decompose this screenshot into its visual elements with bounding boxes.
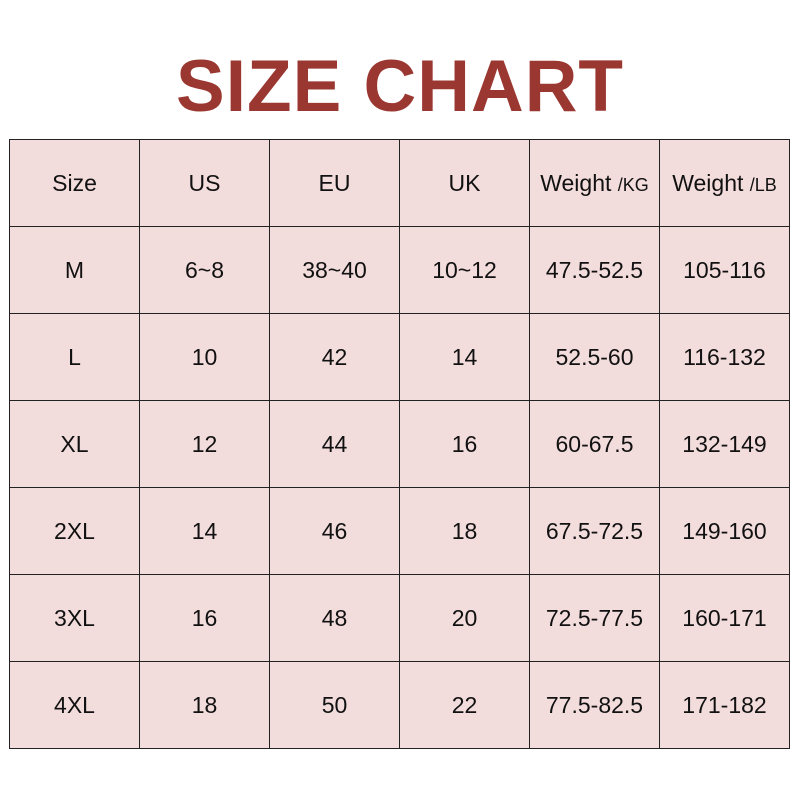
header-label: UK	[448, 169, 481, 196]
table-cell: 10	[139, 313, 270, 401]
table-cell: 60-67.5	[529, 400, 660, 488]
table-cell: 171-182	[659, 661, 790, 749]
page-title: SIZE CHART	[176, 46, 624, 127]
table-row: M 6~8 38~40 10~12 47.5-52.5 105-116	[9, 226, 790, 314]
table-cell: 46	[269, 487, 400, 575]
table-cell: 72.5-77.5	[529, 574, 660, 662]
table-cell: XL	[9, 400, 140, 488]
table-cell: 42	[269, 313, 400, 401]
table-cell: 16	[139, 574, 270, 662]
table-row: 4XL 18 50 22 77.5-82.5 171-182	[9, 661, 790, 749]
table-cell: 10~12	[399, 226, 530, 314]
table-cell: 44	[269, 400, 400, 488]
table-cell: 14	[399, 313, 530, 401]
header-cell: UK	[399, 139, 530, 227]
table-cell: 48	[269, 574, 400, 662]
table-cell: 52.5-60	[529, 313, 660, 401]
table-cell: 16	[399, 400, 530, 488]
header-cell: US	[139, 139, 270, 227]
header-label: Size	[52, 169, 97, 196]
table-row: XL 12 44 16 60-67.5 132-149	[9, 400, 790, 488]
table-cell: 38~40	[269, 226, 400, 314]
header-row: Size US EU UK Weight /KG Weight /LB	[9, 139, 790, 227]
table-cell: 22	[399, 661, 530, 749]
header-label: Weight	[540, 169, 618, 196]
table-cell: 18	[139, 661, 270, 749]
header-cell: EU	[269, 139, 400, 227]
header-label: EU	[318, 169, 351, 196]
size-chart-table: Size US EU UK Weight /KG Weight /LB M 6~8 38~40…	[9, 139, 790, 749]
table-cell: 14	[139, 487, 270, 575]
table-cell: 47.5-52.5	[529, 226, 660, 314]
table-cell: 3XL	[9, 574, 140, 662]
table-cell: 77.5-82.5	[529, 661, 660, 749]
table-cell: 18	[399, 487, 530, 575]
table-cell: 12	[139, 400, 270, 488]
table-cell: 2XL	[9, 487, 140, 575]
table-cell: 160-171	[659, 574, 790, 662]
table-row: 2XL 14 46 18 67.5-72.5 149-160	[9, 487, 790, 575]
table-row: L 10 42 14 52.5-60 116-132	[9, 313, 790, 401]
table-cell: 105-116	[659, 226, 790, 314]
table-cell: 50	[269, 661, 400, 749]
table-cell: 4XL	[9, 661, 140, 749]
table-cell: 116-132	[659, 313, 790, 401]
header-label: Weight	[672, 169, 750, 196]
table-cell: 67.5-72.5	[529, 487, 660, 575]
header-label: US	[188, 169, 221, 196]
table-cell: M	[9, 226, 140, 314]
table-row: 3XL 16 48 20 72.5-77.5 160-171	[9, 574, 790, 662]
header-cell: Weight /KG	[529, 139, 660, 227]
header-cell: Weight /LB	[659, 139, 790, 227]
table-cell: 149-160	[659, 487, 790, 575]
header-unit: /KG	[617, 174, 649, 195]
table-cell: 6~8	[139, 226, 270, 314]
header-cell: Size	[9, 139, 140, 227]
table-cell: 132-149	[659, 400, 790, 488]
header-unit: /LB	[749, 174, 777, 195]
table-cell: 20	[399, 574, 530, 662]
table-cell: L	[9, 313, 140, 401]
